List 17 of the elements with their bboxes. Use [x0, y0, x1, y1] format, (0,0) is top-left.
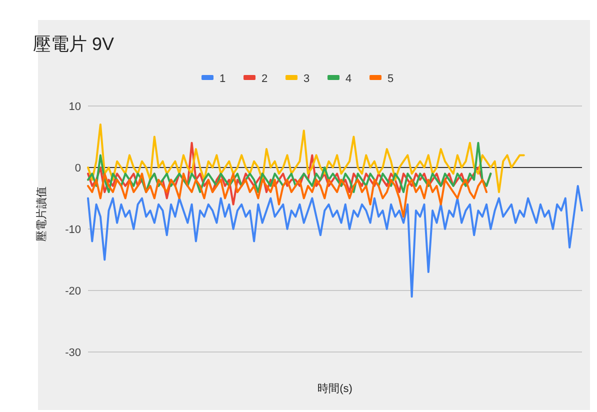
legend-label: 5 — [388, 73, 394, 85]
legend-label: 2 — [262, 73, 268, 85]
x-axis-title: 時間(s) — [318, 382, 352, 395]
legend-label: 3 — [304, 73, 310, 85]
legend-label: 1 — [220, 73, 226, 85]
chart-title: 壓電片 9V — [33, 34, 114, 54]
y-tick-label: 0 — [74, 162, 81, 174]
line-series — [87, 184, 583, 298]
y-tick-label: -10 — [65, 224, 81, 236]
y-tick-label: -30 — [65, 347, 81, 359]
legend-label: 4 — [346, 73, 352, 85]
line-series — [87, 142, 492, 194]
line-series — [87, 172, 488, 218]
y-axis-title: 壓電片讀值 — [35, 186, 48, 242]
line-series — [87, 123, 525, 194]
y-tick-label: 10 — [68, 101, 81, 113]
y-tick-label: -20 — [65, 286, 81, 298]
